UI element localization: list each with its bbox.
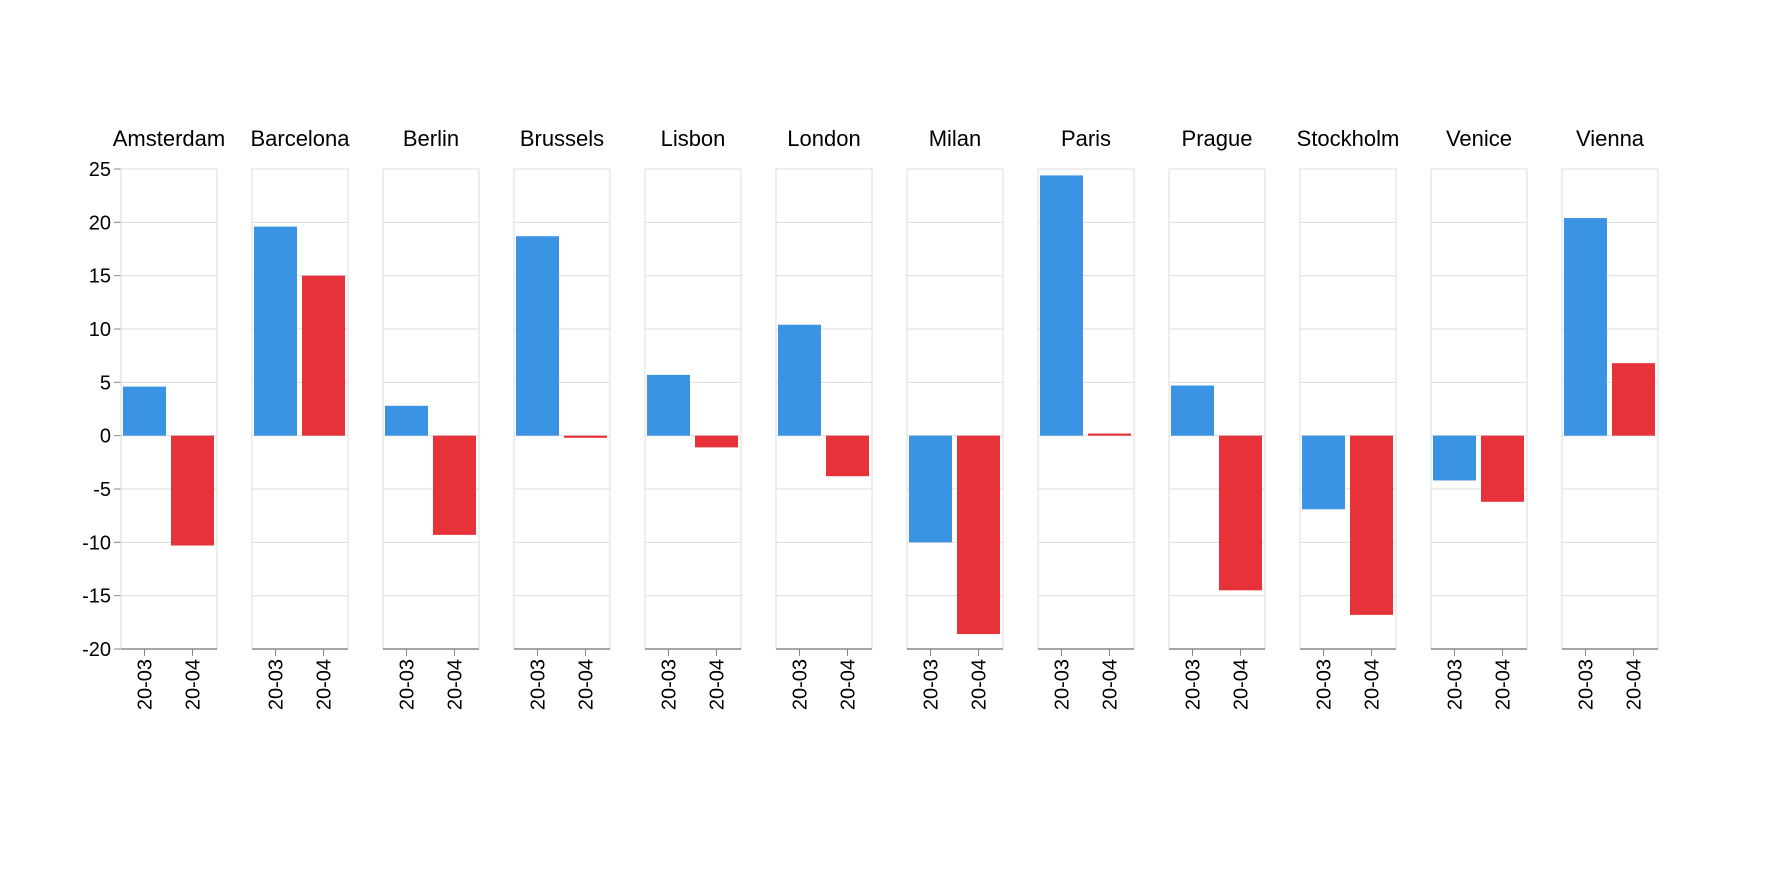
x-tick-label: 20-04 [1231,659,1253,710]
facet-title: Venice [1446,126,1512,151]
bar-milan-20-03 [909,435,952,543]
y-axis: 25 20 15 10 5 0 -5 -10 -15 -20 [82,159,122,661]
x-tick-label: 20-04 [707,659,729,710]
bar-vienna-20-04 [1612,363,1655,436]
y-tick-label: -20 [82,639,111,661]
y-tick-label: 5 [100,372,111,394]
x-tick-label: 20-04 [445,659,467,710]
bar-london-20-04 [826,435,869,477]
facet-title: Amsterdam [113,126,225,151]
facet-title: Vienna [1576,126,1645,151]
x-tick-label: 20-03 [1052,659,1074,710]
facet-panel-venice: Venice 20-03 20-04 [1430,126,1528,710]
bar-lisbon-20-04 [695,435,738,448]
facet-title: Stockholm [1297,126,1400,151]
bar-stockholm-20-03 [1302,435,1345,510]
bar-barcelona-20-04 [302,275,345,436]
x-tick-label: 20-04 [1493,659,1515,710]
x-tick-label: 20-04 [969,659,991,710]
facet-panel-amsterdam: Amsterdam 20-03 20-04 [113,126,225,710]
bar-prague-20-04 [1219,435,1262,591]
facet-panel-stockholm: Stockholm 20-03 20-04 [1297,126,1400,710]
x-tick-label: 20-03 [397,659,419,710]
x-tick-label: 20-04 [1624,659,1646,710]
facet-panel-paris: Paris 20-03 20-04 [1037,126,1135,710]
bar-prague-20-03 [1171,385,1214,436]
x-tick-label: 20-04 [183,659,205,710]
facet-title: Prague [1182,126,1253,151]
bar-berlin-20-04 [433,435,476,535]
facet-title: Milan [929,126,982,151]
facet-title: London [787,126,860,151]
y-tick-label: 25 [89,159,111,181]
x-tick-label: 20-04 [1100,659,1122,710]
bar-barcelona-20-03 [254,226,297,436]
x-tick-label: 20-03 [528,659,550,710]
x-tick-label: 20-04 [576,659,598,710]
y-tick-label: 0 [100,426,111,448]
x-tick-label: 20-03 [135,659,157,710]
y-tick-label: 15 [89,266,111,288]
y-tick-label: -15 [82,586,111,608]
bar-berlin-20-03 [385,405,428,436]
y-tick-label: -10 [82,532,111,554]
y-tick-label: 10 [89,319,111,341]
y-tick-label: 20 [89,212,111,234]
bar-london-20-03 [778,324,821,436]
facet-title: Lisbon [661,126,726,151]
x-tick-label: 20-04 [1362,659,1384,710]
facet-panel-barcelona: Barcelona 20-03 20-04 [250,126,350,710]
x-tick-label: 20-03 [1576,659,1598,710]
facet-panel-milan: Milan 20-03 20-04 [906,126,1004,710]
bar-stockholm-20-04 [1350,435,1393,615]
panel-frame [1430,168,1528,650]
x-tick-label: 20-04 [838,659,860,710]
facet-title: Barcelona [250,126,350,151]
facet-panel-berlin: Berlin 20-03 20-04 [382,126,480,710]
bar-venice-20-03 [1433,435,1476,481]
bar-vienna-20-03 [1564,218,1607,436]
bar-brussels-20-04 [564,435,607,438]
x-tick-label: 20-03 [921,659,943,710]
facet-title: Brussels [520,126,604,151]
facet-panel-vienna: Vienna 20-03 20-04 [1561,126,1659,710]
facet-panel-lisbon: Lisbon 20-03 20-04 [644,126,742,710]
bar-amsterdam-20-04 [171,435,214,546]
bar-milan-20-04 [957,435,1000,635]
x-tick-label: 20-03 [1314,659,1336,710]
x-tick-label: 20-04 [314,659,336,710]
x-tick-label: 20-03 [659,659,681,710]
facet-panel-prague: Prague 20-03 20-04 [1168,126,1266,710]
y-tick-label: -5 [93,479,111,501]
facet-panel-london: London 20-03 20-04 [775,126,873,710]
facet-title: Paris [1061,126,1111,151]
x-tick-label: 20-03 [1445,659,1467,710]
bar-lisbon-20-03 [647,374,690,436]
x-tick-label: 20-03 [790,659,812,710]
x-tick-label: 20-03 [1183,659,1205,710]
x-tick-label: 20-03 [266,659,288,710]
bar-paris-20-03 [1040,175,1083,436]
bar-paris-20-04 [1088,433,1131,436]
bar-venice-20-04 [1481,435,1524,502]
bar-brussels-20-03 [516,236,559,436]
facet-panel-brussels: Brussels 20-03 20-04 [513,126,611,710]
facet-title: Berlin [403,126,459,151]
bar-amsterdam-20-03 [123,386,166,436]
